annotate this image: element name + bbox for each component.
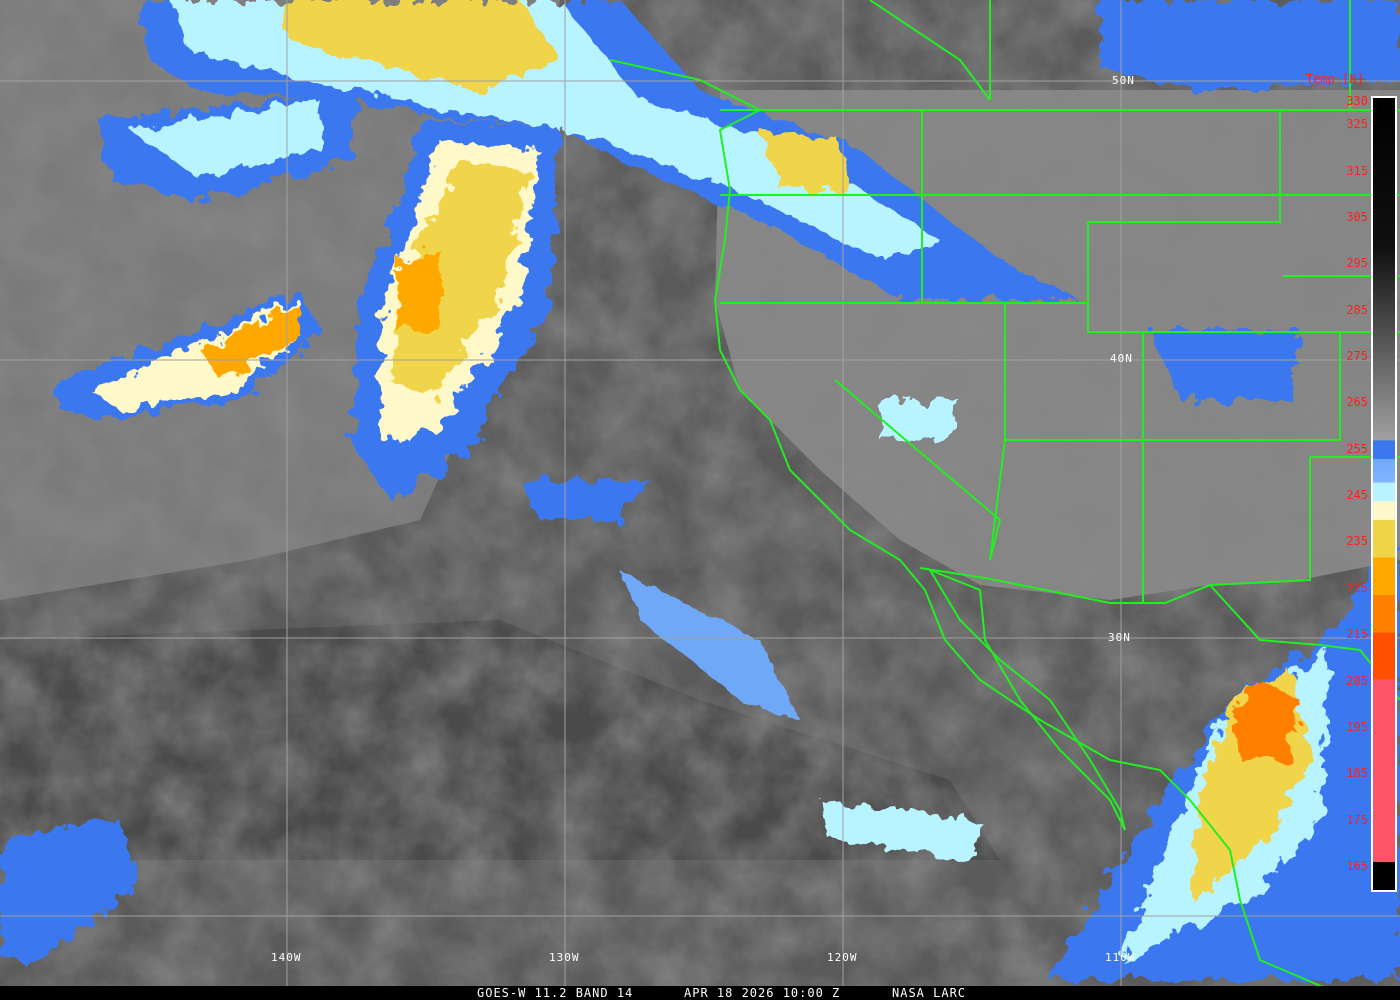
colorbar-tick-label: 255 (1346, 441, 1368, 456)
pacific-coastline (609, 59, 1331, 991)
satellite-band-label: GOES-W 11.2 BAND 14 (477, 986, 634, 1000)
lon-label-110w: 110W (1105, 951, 1136, 964)
cloud-band-west (60, 90, 360, 420)
colorbar-tick-label: 215 (1346, 627, 1368, 642)
state-borders (720, 109, 1400, 604)
colorbar-gradient (1373, 98, 1395, 890)
colorbar-tick-label: 175 (1346, 812, 1368, 827)
colorbar-tick-label: 285 (1346, 302, 1368, 317)
colorbar-tick-label: 225 (1346, 580, 1368, 595)
colorbar-tick-label: 330 (1346, 94, 1368, 108)
california-nevada-border (834, 379, 1006, 561)
lon-label-120w: 120W (827, 951, 858, 964)
colorbar-tick-label: 235 (1346, 534, 1368, 549)
colorbar-tick-label: 165 (1346, 859, 1368, 873)
colorbar-tick-label: 195 (1346, 719, 1368, 734)
colorbar-tick-label: 205 (1346, 673, 1368, 688)
scattered-clouds (0, 0, 1400, 960)
lat-label-30n: 30N (1108, 631, 1131, 644)
caption-bar: GOES-W 11.2 BAND 14 APR 18 2026 10:00 Z … (0, 986, 1400, 1000)
cloud-band-offshore (350, 120, 560, 500)
credit-label: NASA LARC (892, 986, 967, 1000)
colorbar-tick-label: 295 (1346, 256, 1368, 271)
lat-label-40n: 40N (1110, 352, 1133, 365)
cloud-band-mexico (1050, 540, 1400, 980)
lon-label-140w: 140W (271, 951, 302, 964)
datetime-label: APR 18 2026 10:00 Z (684, 986, 841, 1000)
political-boundaries (609, 0, 1400, 991)
colorbar-tick-label: 275 (1346, 349, 1368, 363)
lat-label-50n: 50N (1112, 74, 1135, 87)
lon-label-130w: 130W (549, 951, 580, 964)
canada-lines (869, 0, 1351, 110)
colorbar-title: Temp [K] (1306, 72, 1364, 86)
colorbar-tick-label: 305 (1346, 209, 1368, 224)
baja-california (927, 567, 1126, 831)
colorbar-tick-label: 325 (1346, 117, 1368, 132)
colorbar-tick-label: 185 (1346, 766, 1368, 781)
colorbar-tick-label: 315 (1346, 163, 1368, 178)
colorbar-tick-label: 265 (1346, 395, 1368, 410)
colorbar-tick-label: 245 (1346, 488, 1368, 503)
